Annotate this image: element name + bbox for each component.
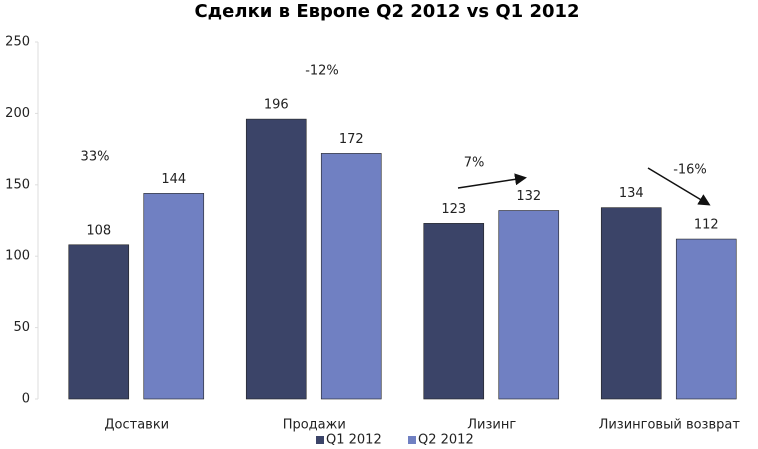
data-label: 144 (161, 172, 186, 187)
legend-label: Q2 2012 (418, 433, 474, 448)
x-tick-label: Лизинг (467, 418, 516, 433)
chart-title: Сделки в Европе Q2 2012 vs Q1 2012 (194, 1, 579, 22)
bar (675, 238, 737, 400)
y-tick-label: 150 (5, 177, 30, 192)
legend-swatch (408, 436, 416, 444)
bar (143, 193, 205, 400)
arrow (647, 167, 711, 206)
annotation: 7% (464, 156, 485, 171)
bar (245, 118, 307, 400)
arrow (457, 173, 527, 189)
y-tick-label: 100 (5, 249, 30, 264)
data-label: 172 (339, 132, 364, 147)
bar (68, 244, 130, 400)
x-tick-label: Доставки (104, 418, 169, 433)
bar (423, 223, 485, 400)
bar (320, 153, 382, 400)
y-tick-label: 0 (22, 392, 30, 407)
bar (498, 210, 560, 400)
data-label: 112 (694, 218, 719, 233)
bar (600, 207, 662, 400)
y-tick-label: 200 (5, 106, 30, 121)
annotation: -16% (673, 163, 707, 178)
x-tick-label: Продажи (283, 418, 346, 433)
data-label: 134 (619, 186, 644, 201)
annotation: 33% (81, 150, 110, 165)
annotation: -12% (305, 64, 339, 79)
data-label: 132 (516, 189, 541, 204)
data-label: 196 (264, 98, 289, 113)
data-label: 108 (86, 223, 111, 238)
legend-swatch (316, 436, 324, 444)
x-tick-label: Лизинговый возврат (599, 418, 741, 433)
legend-label: Q1 2012 (326, 433, 382, 448)
y-tick-label: 250 (5, 35, 30, 50)
data-label: 123 (441, 202, 466, 217)
y-tick-label: 50 (13, 320, 30, 335)
